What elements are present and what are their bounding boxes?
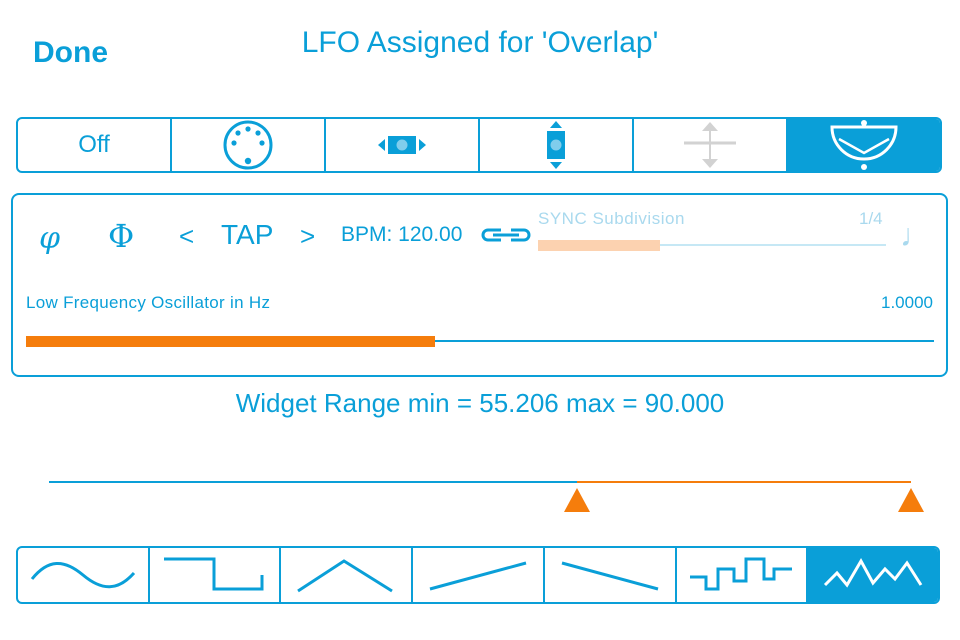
sync-subdivision-value: 1/4 — [859, 209, 883, 228]
frequency-label: Low Frequency Oscillator in Hz — [26, 293, 271, 312]
vertical-move-icon — [547, 121, 565, 169]
lfo-bowl-icon — [830, 120, 898, 170]
tap-button[interactable]: TAP — [221, 219, 274, 250]
phase-reset-button[interactable]: Φ — [108, 217, 135, 255]
frequency-value: 1.0000 — [881, 293, 933, 312]
crosshair-move-icon — [684, 122, 736, 168]
triangle-wave-icon — [297, 559, 394, 593]
mode-off-label: Off — [78, 131, 110, 158]
mode-vertical-button[interactable] — [480, 119, 634, 171]
horizontal-move-icon — [378, 136, 426, 154]
mode-lfo-button[interactable] — [788, 119, 940, 171]
waveform-square-button[interactable] — [150, 548, 282, 602]
widget-range-readout: Widget Range min = 55.206 max = 90.000 — [235, 388, 725, 418]
ramp-down-wave-icon — [561, 561, 659, 591]
sync-subdivision-fill — [538, 240, 660, 251]
range-min-handle[interactable] — [564, 488, 590, 512]
link-icon[interactable] — [479, 225, 533, 245]
done-button[interactable]: Done — [33, 36, 108, 69]
frequency-slider[interactable] — [26, 340, 934, 342]
ramp-up-wave-icon — [429, 561, 527, 591]
waveform-triangle-button[interactable] — [281, 548, 414, 602]
range-slider-track[interactable] — [49, 481, 911, 483]
phase-invert-button[interactable]: φ — [39, 221, 61, 256]
frequency-slider-fill — [26, 336, 435, 347]
tap-next-button[interactable]: > — [300, 221, 316, 251]
mode-crosshair-button[interactable] — [634, 119, 788, 171]
waveform-random-step-button[interactable] — [677, 548, 809, 602]
note-icon[interactable]: ♩ — [900, 217, 932, 253]
waveform-ramp-down-button[interactable] — [545, 548, 677, 602]
mode-horizontal-button[interactable] — [326, 119, 480, 171]
sync-subdivision-slider[interactable] — [538, 244, 886, 246]
lfo-panel: φ Φ < TAP > BPM: 120.00 SYNC Subdivision… — [11, 193, 948, 377]
waveform-noise-button[interactable] — [808, 548, 938, 602]
midi-din-icon — [223, 120, 273, 170]
page-title: LFO Assigned for 'Overlap' — [301, 26, 659, 59]
mode-midi-button[interactable] — [172, 119, 326, 171]
waveform-selector — [16, 546, 940, 604]
range-slider-selection — [577, 481, 911, 483]
mode-selector: Off — [16, 117, 942, 173]
range-max-handle[interactable] — [898, 488, 924, 512]
sine-wave-icon — [30, 562, 135, 589]
waveform-sine-button[interactable] — [18, 548, 150, 602]
mode-off-button[interactable]: Off — [18, 119, 172, 171]
bpm-readout: BPM: 120.00 — [341, 223, 463, 246]
sync-subdivision-label: SYNC Subdivision — [538, 209, 685, 228]
random-step-wave-icon — [690, 557, 793, 591]
noise-wave-icon — [824, 557, 923, 588]
square-wave-icon — [163, 557, 264, 591]
waveform-ramp-up-button[interactable] — [413, 548, 545, 602]
tap-prev-button[interactable]: < — [179, 221, 195, 251]
